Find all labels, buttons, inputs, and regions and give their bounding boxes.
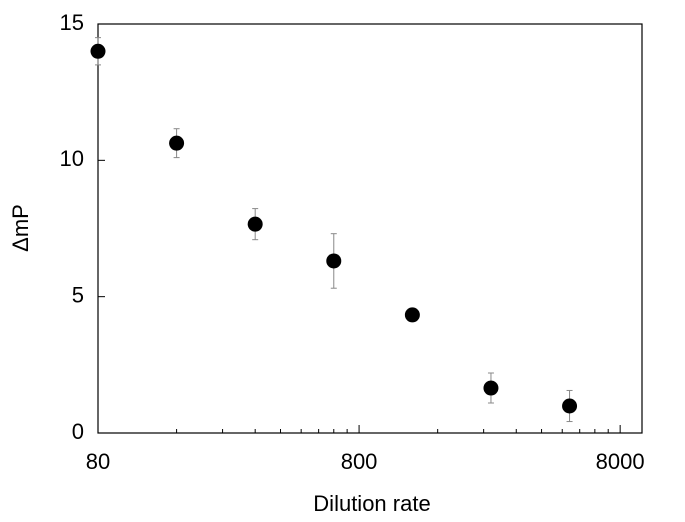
point [90, 43, 106, 59]
point [404, 307, 420, 323]
y-tick-label: 5 [72, 282, 84, 307]
point [483, 380, 499, 396]
x-tick-label: 8000 [596, 449, 645, 474]
plot-frame [97, 23, 643, 434]
point [562, 398, 578, 414]
point [247, 216, 263, 232]
y-axis-label: ΔmP [8, 204, 33, 252]
point [326, 253, 342, 269]
x-tick-label: 800 [341, 449, 378, 474]
y-tick-label: 10 [60, 146, 84, 171]
x-tick-label: 80 [86, 449, 110, 474]
y-tick-label: 15 [60, 10, 84, 35]
x-axis-label: Dilution rate [313, 491, 430, 516]
y-tick-label: 0 [72, 419, 84, 444]
point [169, 135, 185, 151]
